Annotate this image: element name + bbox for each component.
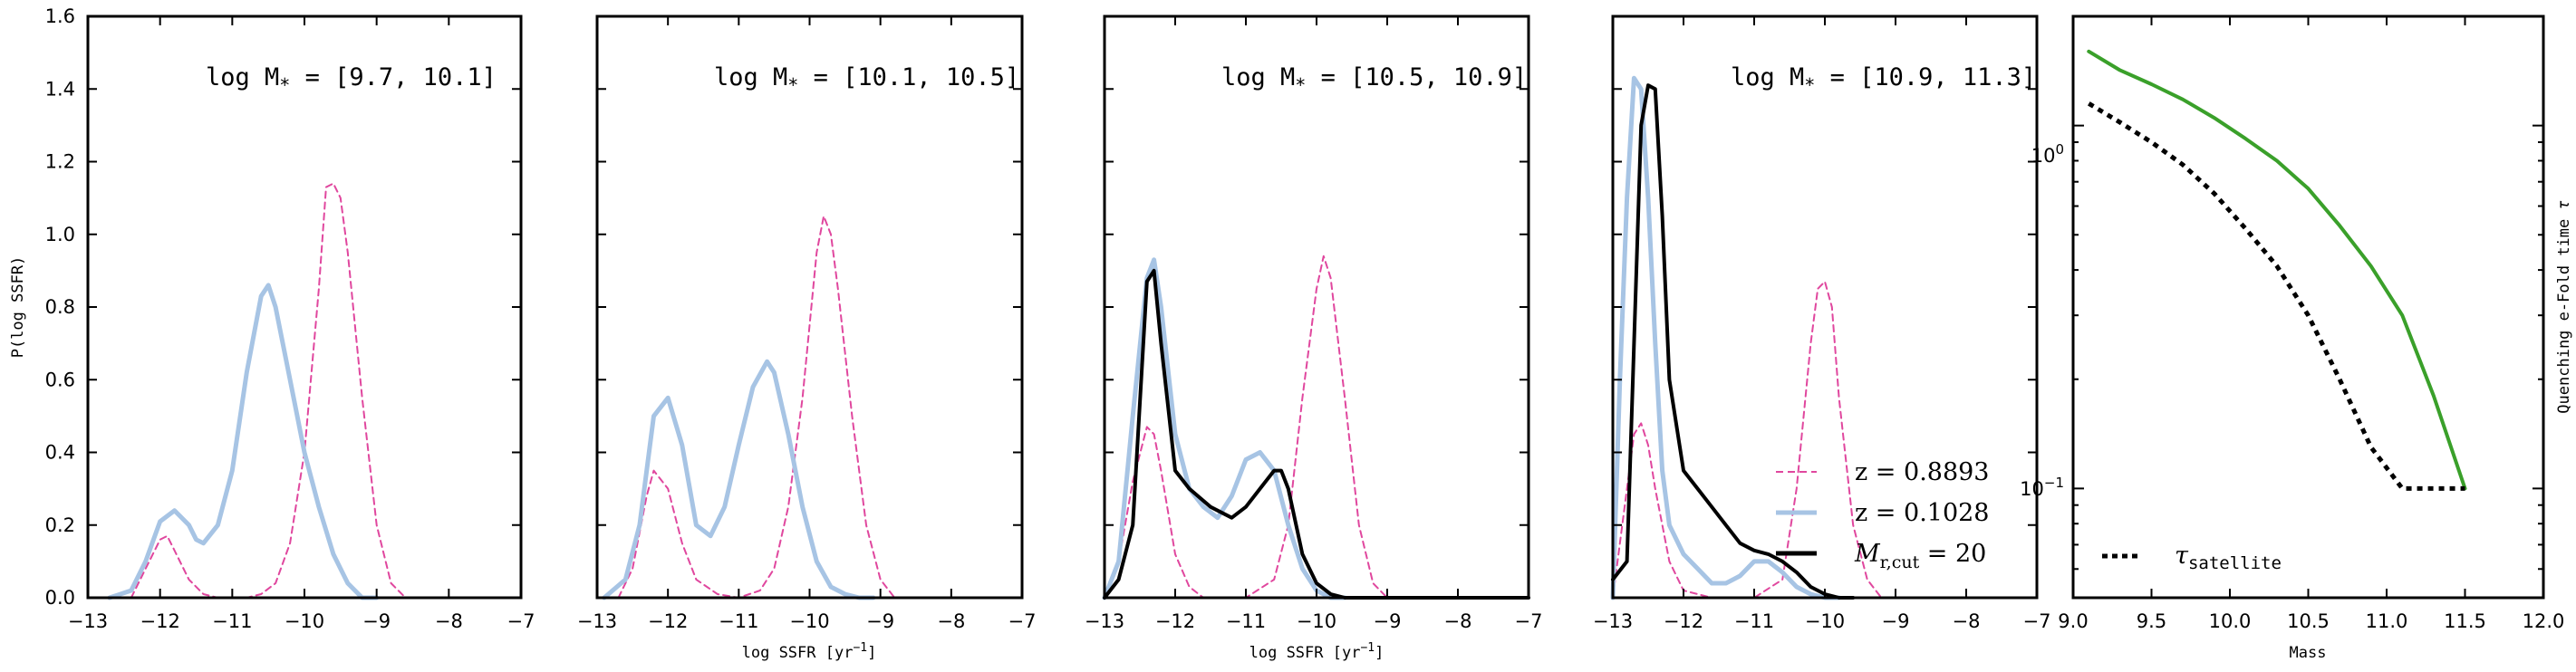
panel-3: −13 −12 −11 −10 −9 −8 −7 log M* = [10.5, 10.9]… — [1085, 14, 1543, 662]
panel-5: 9.0 9.5 10.0 10.5 11.0 11.5 12.0 10−1 100 Mass… — [2020, 14, 2573, 662]
panel-3-ticks: −13 −12 −11 −10 −9 −8 −7 — [1085, 15, 1543, 632]
panel-1-frame — [86, 14, 523, 600]
p1-ytick-label-3: 0.6 — [45, 369, 75, 390]
p2-xtick-label-3: −10 — [789, 610, 829, 632]
p2-series-1 — [602, 359, 876, 600]
panel-4-title: log M* = [10.9, 11.3] — [1731, 63, 2036, 96]
panel-3-title: log M* = [10.5, 10.9] — [1221, 63, 1527, 96]
panel-1-lines — [107, 182, 407, 600]
legend-label-z1: z = 0.8893 — [1855, 458, 1990, 486]
p1-ytick-label-0: 0.0 — [45, 587, 75, 609]
panel-3-lines — [1102, 254, 1530, 600]
panel-5-ytick-1: 100 — [2031, 141, 2064, 167]
panel-5-legend: τsatellite — [2102, 542, 2282, 573]
panel-1: −13 −12 −11 −10 −9 −8 −7 0.0 0.2 0.4 0.6 0.8 1.0 1.2 1… — [9, 5, 535, 632]
panel-2-title: log M* = [10.1, 10.5] — [714, 63, 1019, 96]
panel-1-ticks: −13 −12 −11 −10 −9 −8 −7 0.0 0.2 0.4 0.6 0.8 1.0 1.2 1… — [45, 5, 535, 632]
panel-5-ytick-0: 10−1 — [2020, 475, 2064, 500]
p1-ytick-label-8: 1.6 — [45, 5, 75, 27]
p1-series-1 — [107, 283, 380, 600]
panel-1-title: log M* = [9.7, 10.1] — [206, 63, 497, 96]
p4-series-0 — [1612, 280, 1883, 599]
p1-ytick-label-5: 1.0 — [45, 224, 75, 245]
p5-xtick-label-0: 9.0 — [2058, 610, 2088, 632]
p3-xtick-label-2: −11 — [1226, 610, 1266, 632]
panel-4-frame — [1611, 14, 2039, 600]
p3-series-0 — [1104, 254, 1388, 599]
p5-xtick-label-5: 11.5 — [2444, 610, 2486, 632]
p1-xtick-label-2: −11 — [212, 610, 252, 632]
p3-xtick-label-5: −8 — [1444, 610, 1472, 632]
panel-2-xlabel: log SSFR [yr−1] — [742, 641, 877, 662]
p1-xtick-label-1: −12 — [140, 610, 180, 632]
panel-2: −13 −12 −11 −10 −9 −8 −7 log M* = [10.1, 10.5]… — [577, 14, 1037, 662]
p4-xtick-label-5: −8 — [1953, 610, 1981, 632]
p5-series-0 — [2087, 49, 2467, 491]
p2-xtick-label-5: −8 — [937, 610, 965, 632]
panel-3-xlabel: log SSFR [yr−1] — [1249, 641, 1384, 662]
p5-xtick-label-6: 12.0 — [2523, 610, 2565, 632]
p2-xtick-label-4: −9 — [866, 610, 894, 632]
panel-2-lines — [602, 215, 896, 600]
p3-xtick-label-3: −10 — [1297, 610, 1336, 632]
p4-xtick-label-3: −10 — [1805, 610, 1845, 632]
p5-xtick-label-1: 9.5 — [2137, 610, 2166, 632]
p5-xtick-label-4: 11.0 — [2366, 610, 2408, 632]
p3-xtick-label-0: −13 — [1085, 610, 1124, 632]
p4-xtick-label-4: −9 — [1882, 610, 1910, 632]
legend-label-tau: τsatellite — [2175, 542, 2282, 573]
p4-xtick-label-6: −7 — [2023, 610, 2051, 632]
p5-xtick-label-2: 10.0 — [2209, 610, 2252, 632]
p1-series-0 — [130, 182, 407, 599]
p2-xtick-label-0: −13 — [577, 610, 617, 632]
p3-series-2 — [1103, 268, 1530, 600]
p4-xtick-label-1: −12 — [1664, 610, 1703, 632]
p2-xtick-label-6: −7 — [1008, 610, 1037, 632]
panel-4: −13 −12 −11 −10 −9 −8 −7 log M* = [10.9, 11.3]… — [1593, 14, 2051, 632]
p3-xtick-label-6: −7 — [1515, 610, 1543, 632]
p1-xtick-label-3: −10 — [285, 610, 324, 632]
panel-3-frame — [1103, 14, 1530, 600]
p1-ytick-label-4: 0.8 — [45, 296, 75, 318]
p4-series-2 — [1611, 83, 1856, 600]
panel-2-ticks: −13 −12 −11 −10 −9 −8 −7 — [577, 15, 1037, 632]
p4-series-1 — [1610, 75, 1842, 600]
p1-ytick-label-6: 1.2 — [45, 151, 75, 173]
p2-xtick-label-1: −12 — [648, 610, 688, 632]
panel-5-lines — [2087, 49, 2467, 491]
p5-series-1 — [2088, 101, 2465, 491]
p1-xtick-label-6: −7 — [507, 610, 535, 632]
p3-series-1 — [1102, 257, 1347, 600]
p5-xtick-label-3: 10.5 — [2287, 610, 2330, 632]
p4-xtick-label-0: −13 — [1593, 610, 1633, 632]
p1-xtick-label-0: −13 — [68, 610, 108, 632]
legend-label-mr: Mr,cut = 20 — [1854, 540, 1986, 572]
panel-5-ylabel: Quenching e-Fold time τ — [2555, 200, 2573, 413]
p1-ytick-label-7: 1.4 — [45, 78, 75, 100]
panel-2-frame — [595, 14, 1024, 600]
p4-xtick-label-2: −11 — [1734, 610, 1774, 632]
panel-4-legend: z = 0.8893 z = 0.1028 Mr,cut = 20 — [1776, 458, 1990, 572]
p1-xtick-label-5: −8 — [435, 610, 463, 632]
p1-xtick-label-4: −9 — [362, 610, 391, 632]
legend-label-z2: z = 0.1028 — [1855, 499, 1990, 527]
p1-ytick-label-1: 0.2 — [45, 514, 75, 536]
p2-series-0 — [617, 215, 896, 599]
panel-5-xlabel: Mass — [2290, 644, 2327, 662]
panel-1-ylabel: P(log SSFR) — [9, 256, 27, 359]
p1-ytick-label-2: 0.4 — [45, 442, 75, 464]
p2-xtick-label-2: −11 — [719, 610, 758, 632]
panel-5-frame — [2071, 14, 2545, 600]
p3-xtick-label-1: −12 — [1155, 610, 1195, 632]
p3-xtick-label-4: −9 — [1374, 610, 1402, 632]
panel-4-lines — [1610, 75, 1883, 600]
